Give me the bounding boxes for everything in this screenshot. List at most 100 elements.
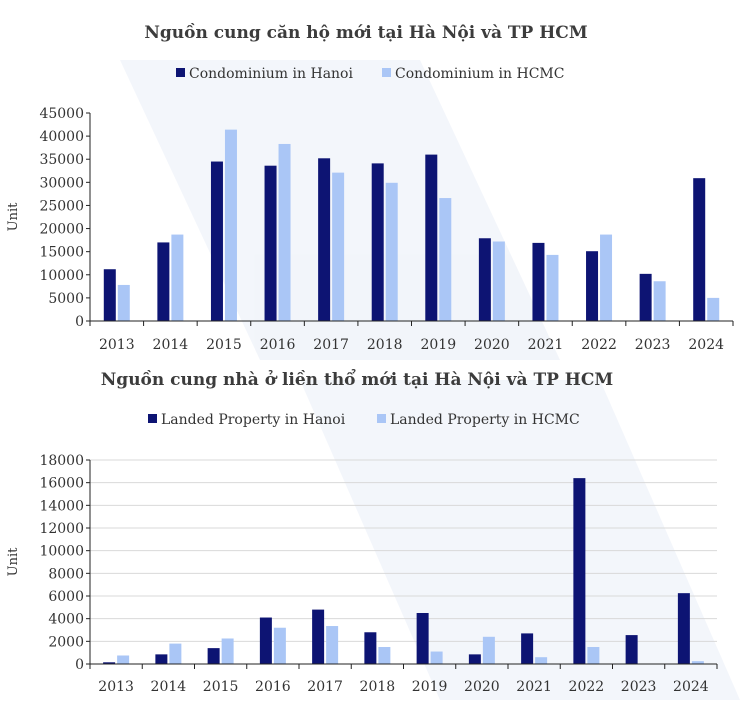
x-tick-label: 2018 bbox=[367, 337, 403, 353]
x-tick-label: 2018 bbox=[360, 679, 396, 695]
bar-hcmc-2020 bbox=[492, 241, 505, 321]
y-tick-label: 8000 bbox=[48, 566, 84, 582]
bar-hanoi-2015 bbox=[210, 161, 223, 321]
y-tick-label: 10000 bbox=[39, 268, 84, 284]
bar-hanoi-2016 bbox=[264, 165, 277, 321]
bar-hanoi-2019 bbox=[416, 613, 429, 664]
x-tick-label: 2016 bbox=[260, 337, 296, 353]
legend-swatch-hcmc bbox=[382, 68, 391, 77]
y-tick-label: 0 bbox=[75, 314, 84, 330]
legend-label-hcmc: Condominium in HCMC bbox=[395, 66, 564, 82]
y-tick-label: 4000 bbox=[48, 612, 84, 628]
x-tick-labels: 2013 2014 2015 2016 2017 2018 2019 2020 2021 2022… bbox=[99, 337, 724, 353]
chart-title: Nguồn cung nhà ở liền thổ mới tại Hà Nội… bbox=[101, 368, 614, 390]
y-tick-label: 6000 bbox=[48, 589, 84, 605]
bar-hanoi-2015 bbox=[207, 648, 220, 664]
condominium-supply-chart: Nguồn cung căn hộ mới tại Hà Nội và TP H… bbox=[6, 23, 734, 353]
bar-hanoi-2020 bbox=[478, 238, 491, 321]
y-tick-label: 20000 bbox=[39, 222, 84, 238]
x-tick-label: 2019 bbox=[412, 679, 448, 695]
bar-hanoi-2024 bbox=[677, 593, 690, 664]
x-tick-label: 2020 bbox=[464, 679, 500, 695]
x-tick-label: 2014 bbox=[153, 337, 189, 353]
landed-property-supply-chart: Nguồn cung nhà ở liền thổ mới tại Hà Nội… bbox=[6, 368, 718, 695]
y-tick-label: 5000 bbox=[48, 291, 84, 307]
gridlines bbox=[90, 459, 717, 642]
x-tick-label: 2021 bbox=[516, 679, 552, 695]
bar-hcmc-2018 bbox=[378, 647, 391, 664]
bar-hcmc-2021 bbox=[535, 657, 548, 664]
bar-hcmc-2022 bbox=[587, 647, 600, 664]
bar-hanoi-2020 bbox=[468, 654, 481, 664]
x-tick-label: 2013 bbox=[99, 337, 135, 353]
x-tick-label: 2023 bbox=[635, 337, 671, 353]
x-tick-label: 2019 bbox=[420, 337, 456, 353]
y-tick-label: 40000 bbox=[39, 129, 84, 145]
bars bbox=[103, 129, 720, 321]
legend-label-hcmc: Landed Property in HCMC bbox=[390, 412, 580, 428]
bar-hanoi-2013 bbox=[103, 269, 116, 321]
bar-hcmc-2024 bbox=[707, 297, 720, 321]
y-tick-label: 30000 bbox=[39, 175, 84, 191]
bar-hcmc-2023 bbox=[653, 281, 666, 321]
x-tick-label: 2022 bbox=[569, 679, 605, 695]
x-tick-label: 2014 bbox=[151, 679, 187, 695]
bar-hcmc-2022 bbox=[600, 234, 613, 321]
x-tick-label: 2021 bbox=[528, 337, 564, 353]
x-tick-label: 2015 bbox=[206, 337, 242, 353]
bar-hanoi-2017 bbox=[318, 158, 331, 321]
bar-hanoi-2017 bbox=[312, 609, 325, 664]
bar-hcmc-2014 bbox=[169, 643, 182, 664]
bar-hanoi-2023 bbox=[625, 635, 638, 664]
y-tick-label: 45000 bbox=[39, 106, 84, 122]
bar-hcmc-2017 bbox=[332, 172, 345, 321]
y-tick-labels: 0 2000 4000 6000 8000 10000 12000 14000 16000 180… bbox=[39, 453, 84, 673]
x-tick-labels: 2013 2014 2015 2016 2017 2018 2019 2020 2021 2022… bbox=[98, 679, 708, 695]
bar-hanoi-2018 bbox=[364, 632, 377, 664]
bar-hcmc-2014 bbox=[171, 234, 184, 321]
x-tick-label: 2024 bbox=[688, 337, 724, 353]
bar-hcmc-2016 bbox=[278, 143, 291, 321]
bar-hanoi-2013 bbox=[103, 662, 116, 664]
x-tick-label: 2017 bbox=[307, 679, 343, 695]
bar-hcmc-2013 bbox=[117, 655, 130, 664]
x-tick-label: 2016 bbox=[255, 679, 291, 695]
bar-hanoi-2021 bbox=[521, 633, 534, 664]
bar-hcmc-2018 bbox=[385, 182, 398, 321]
chart-title: Nguồn cung căn hộ mới tại Hà Nội và TP H… bbox=[144, 23, 587, 43]
bar-hanoi-2016 bbox=[259, 617, 272, 664]
x-tick-label: 2023 bbox=[621, 679, 657, 695]
x-tick-label: 2017 bbox=[313, 337, 349, 353]
x-tick-label: 2015 bbox=[203, 679, 239, 695]
bars bbox=[103, 478, 704, 664]
y-tick-label: 14000 bbox=[39, 498, 84, 514]
bar-hanoi-2022 bbox=[586, 251, 599, 321]
legend-swatch-hanoi bbox=[176, 68, 185, 77]
x-tick-label: 2020 bbox=[474, 337, 510, 353]
y-tick-labels: 0 5000 10000 15000 20000 25000 30000 35000 40000… bbox=[39, 106, 84, 330]
y-tick-label: 18000 bbox=[39, 453, 84, 469]
y-tick-label: 25000 bbox=[39, 198, 84, 214]
legend: Condominium in Hanoi Condominium in HCMC bbox=[176, 66, 564, 82]
bar-hcmc-2019 bbox=[439, 198, 452, 321]
y-tick-label: 16000 bbox=[39, 476, 84, 492]
y-tick-label: 12000 bbox=[39, 521, 84, 537]
y-tick-label: 10000 bbox=[39, 544, 84, 560]
bar-hcmc-2019 bbox=[430, 651, 443, 664]
bar-hanoi-2014 bbox=[157, 242, 170, 321]
bar-hanoi-2021 bbox=[532, 242, 545, 321]
legend: Landed Property in Hanoi Landed Property… bbox=[148, 412, 580, 428]
y-tick-label: 15000 bbox=[39, 245, 84, 261]
x-tick-label: 2024 bbox=[673, 679, 709, 695]
bar-hanoi-2018 bbox=[371, 163, 384, 321]
y-tick-label: 35000 bbox=[39, 152, 84, 168]
legend-label-hanoi: Landed Property in Hanoi bbox=[161, 412, 346, 428]
y-tick-label: 0 bbox=[75, 657, 84, 673]
y-tick-label: 2000 bbox=[48, 634, 84, 650]
legend-swatch-hanoi bbox=[148, 414, 157, 423]
bar-hcmc-2015 bbox=[224, 129, 237, 321]
bar-hcmc-2013 bbox=[117, 284, 130, 321]
bar-hcmc-2016 bbox=[273, 627, 286, 664]
